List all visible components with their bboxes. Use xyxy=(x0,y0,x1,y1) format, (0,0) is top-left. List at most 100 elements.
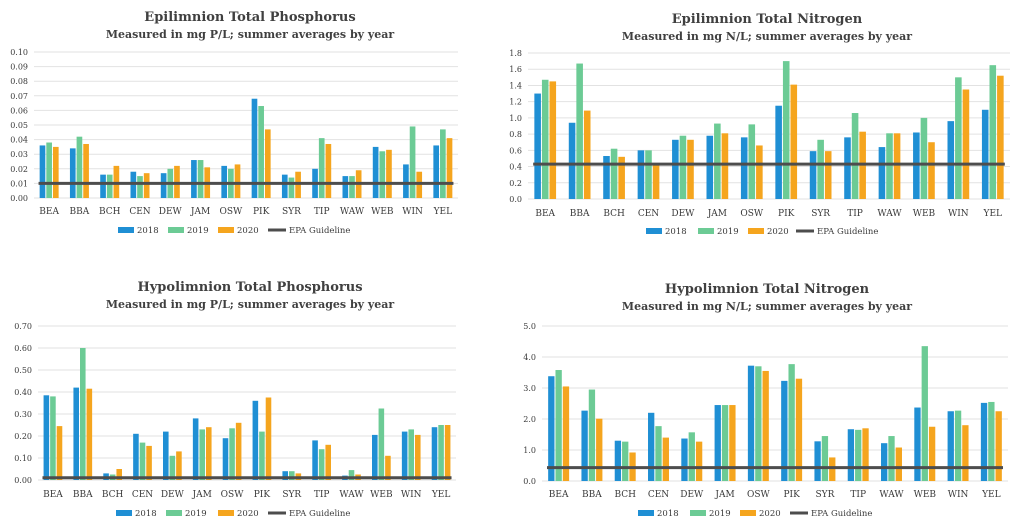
y-tick-label: 0.20 xyxy=(14,432,32,441)
bar-dew-2018 xyxy=(681,438,688,481)
y-tick-label: 0.02 xyxy=(10,165,28,174)
y-tick-label: 0.8 xyxy=(509,130,522,139)
legend-label: 2018 xyxy=(135,509,157,519)
y-tick-label: 1.4 xyxy=(509,81,522,90)
y-tick-label: 0.4 xyxy=(509,163,522,172)
x-tick-label: WIN xyxy=(948,490,969,500)
y-tick-label: 0.10 xyxy=(10,48,28,57)
y-tick-label: 0.10 xyxy=(14,454,32,463)
x-tick-label: DEW xyxy=(671,209,695,219)
bar-win-2018 xyxy=(403,164,409,198)
bar-bba-2019 xyxy=(588,389,596,481)
bar-web-2020 xyxy=(385,455,391,480)
y-tick-label: 0.06 xyxy=(10,106,28,115)
bar-osw-2018 xyxy=(740,137,748,199)
bar-tip-2020 xyxy=(325,143,332,198)
bar-osw-2019 xyxy=(748,124,756,199)
bar-pik-2019 xyxy=(259,431,265,480)
x-tick-label: WEB xyxy=(913,209,936,219)
bar-jam-2020 xyxy=(721,133,729,199)
y-tick-label: 0.00 xyxy=(10,194,28,203)
x-tick-label: SYR xyxy=(282,207,301,217)
bar-bba-2019 xyxy=(76,136,83,198)
x-tick-label: WEB xyxy=(371,207,394,217)
x-tick-label: WIN xyxy=(402,207,423,217)
bar-yel-2020 xyxy=(444,425,451,480)
y-tick-label: 0.2 xyxy=(509,179,522,188)
bar-osw-2020 xyxy=(762,370,769,481)
bar-cen-2019 xyxy=(655,426,662,481)
bar-bba-2020 xyxy=(83,143,89,198)
legend-swatch-2020 xyxy=(740,510,756,516)
legend-label: EPA Guideline xyxy=(289,226,350,236)
bar-cen-2018 xyxy=(648,412,655,481)
bar-jam-2018 xyxy=(191,160,197,198)
x-tick-label: OSW xyxy=(747,490,771,500)
x-tick-label: BBA xyxy=(70,207,90,217)
bar-dew-2019 xyxy=(679,135,687,199)
legend-swatch-2019 xyxy=(168,227,184,233)
legend-label: EPA Guideline xyxy=(289,509,350,519)
legend-swatch-2018 xyxy=(116,510,132,516)
chart-subtitle: Measured in mg N/L; summer averages by y… xyxy=(621,300,913,313)
y-tick-label: 1.6 xyxy=(509,65,522,74)
legend-swatch-2020 xyxy=(218,227,234,233)
bar-cen-2020 xyxy=(146,445,152,480)
legend-label: 2020 xyxy=(759,509,781,519)
x-tick-label: TIP xyxy=(314,207,330,217)
x-tick-label: BCH xyxy=(99,207,121,217)
y-tick-label: 0.00 xyxy=(14,476,32,485)
bar-bch-2020 xyxy=(116,469,122,480)
plot-area: 0.0 0.2 0.4 0.6 0.8 1.0 1.2 1.4 1.6 1.8 BEA BBA BCH C… xyxy=(509,49,1010,237)
bar-bea-2019 xyxy=(541,79,549,199)
y-tick-label: 0.08 xyxy=(10,77,28,86)
chart-subtitle: Measured in mg N/L; summer averages by y… xyxy=(621,30,913,43)
bar-bea-2018 xyxy=(548,376,555,481)
bar-web-2019 xyxy=(921,346,928,481)
bar-syr-2020 xyxy=(829,457,836,481)
y-tick-label: 1.0 xyxy=(523,446,536,455)
x-tick-label: BEA xyxy=(43,490,63,500)
bar-osw-2019 xyxy=(229,428,235,480)
bar-dew-2019 xyxy=(169,455,176,480)
bar-win-2020 xyxy=(962,89,970,199)
bar-syr-2018 xyxy=(814,441,821,481)
bar-cen-2018 xyxy=(133,433,139,480)
bar-waw-2019 xyxy=(348,470,355,480)
bar-yel-2020 xyxy=(995,411,1002,481)
y-tick-label: 0.04 xyxy=(10,136,28,145)
y-tick-label: 0.60 xyxy=(14,344,32,353)
bar-dew-2019 xyxy=(688,432,695,481)
x-tick-label: PIK xyxy=(254,490,271,500)
bar-jam-2019 xyxy=(199,429,205,480)
bar-win-2018 xyxy=(947,121,955,199)
bar-win-2019 xyxy=(954,410,962,481)
bar-syr-2020 xyxy=(824,151,832,199)
plot-area: 0.0 1.0 2.0 3.0 4.0 5.0 BEA BBA BCH CEN DEW JAM OSW P… xyxy=(523,322,1008,519)
x-tick-label: WIN xyxy=(401,490,422,500)
bar-cen-2020 xyxy=(652,163,660,199)
bar-dew-2020 xyxy=(176,451,182,480)
x-tick-label: DEW xyxy=(159,207,183,217)
bar-syr-2019 xyxy=(821,436,829,481)
bar-bea-2018 xyxy=(534,93,541,199)
bar-web-2020 xyxy=(928,142,935,199)
x-tick-label: OSW xyxy=(219,207,243,217)
legend-label: 2019 xyxy=(185,509,207,519)
x-tick-label: BBA xyxy=(582,490,602,500)
legend-label: 2019 xyxy=(709,509,731,519)
bar-tip-2019 xyxy=(318,138,325,198)
bar-jam-2019 xyxy=(714,123,721,199)
y-tick-label: 5.0 xyxy=(523,322,536,331)
x-tick-label: WEB xyxy=(914,490,937,500)
y-tick-label: 3.0 xyxy=(523,384,536,393)
chart-title: Hypolimnion Total Phosphorus xyxy=(137,280,363,295)
x-tick-label: DEW xyxy=(161,490,185,500)
bar-waw-2020 xyxy=(893,133,901,199)
x-tick-label: SYR xyxy=(815,490,834,500)
bar-jam-2019 xyxy=(721,405,729,481)
legend-swatch-2019 xyxy=(166,510,182,516)
bar-yel-2019 xyxy=(989,65,997,200)
bar-jam-2018 xyxy=(714,405,721,481)
bar-jam-2019 xyxy=(197,160,204,198)
